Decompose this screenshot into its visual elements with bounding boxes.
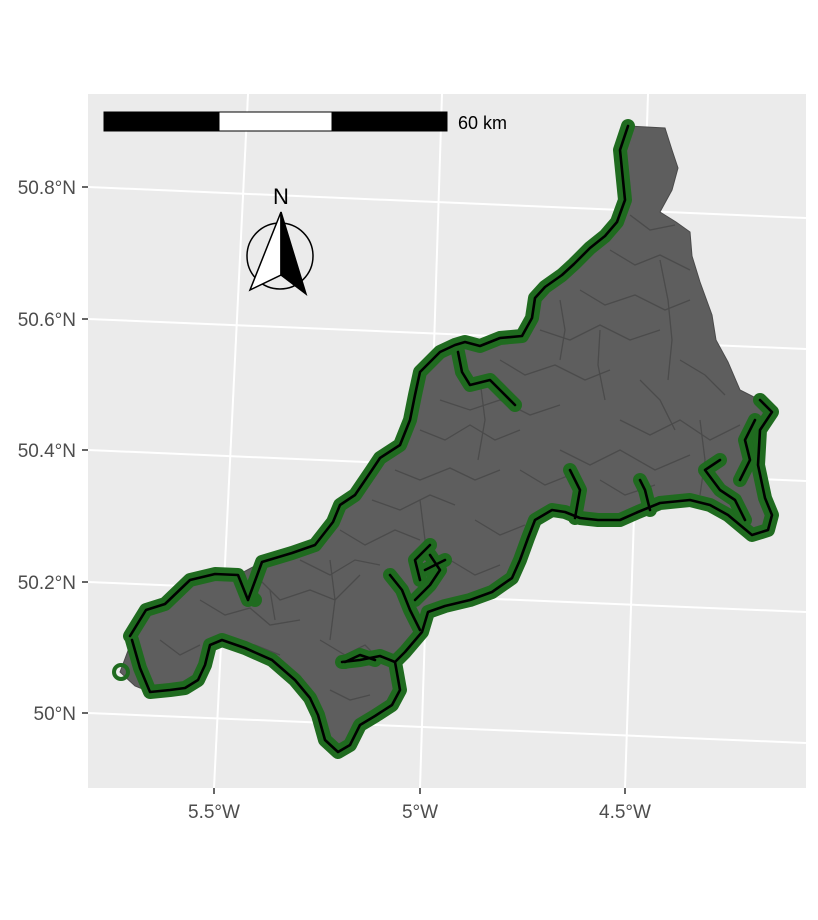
scale-bar-segment-2 [218,111,333,132]
gridline-lat-50.8 [88,186,806,219]
y-tick-label: 50.2°N [18,573,76,594]
north-arrow-label: N [273,184,289,209]
x-tick-label: 5.5°W [188,802,240,823]
y-tick-label: 50.8°N [18,178,76,199]
scale-bar: 60 km [103,111,507,133]
y-axis: 50.8°N 50.6°N 50.4°N 50.2°N 50°N [18,178,88,725]
scale-bar-segment-3 [331,111,448,132]
parish-boundaries [159,214,741,701]
x-tick-label: 4.5°W [599,802,651,823]
y-tick-label: 50°N [34,704,76,725]
x-tick-label: 5°W [402,802,438,823]
north-arrow-icon: N [246,184,314,297]
scale-bar-segment-1 [103,111,220,132]
coastline [128,124,774,754]
scale-bar-label: 60 km [458,113,507,133]
y-tick-label: 50.6°N [18,310,76,331]
gridline-lon-5.5 [213,94,249,788]
x-axis: 5.5°W 5°W 4.5°W [188,788,651,823]
y-tick-label: 50.4°N [18,441,76,462]
gridline-lat-50.0 [88,712,806,744]
